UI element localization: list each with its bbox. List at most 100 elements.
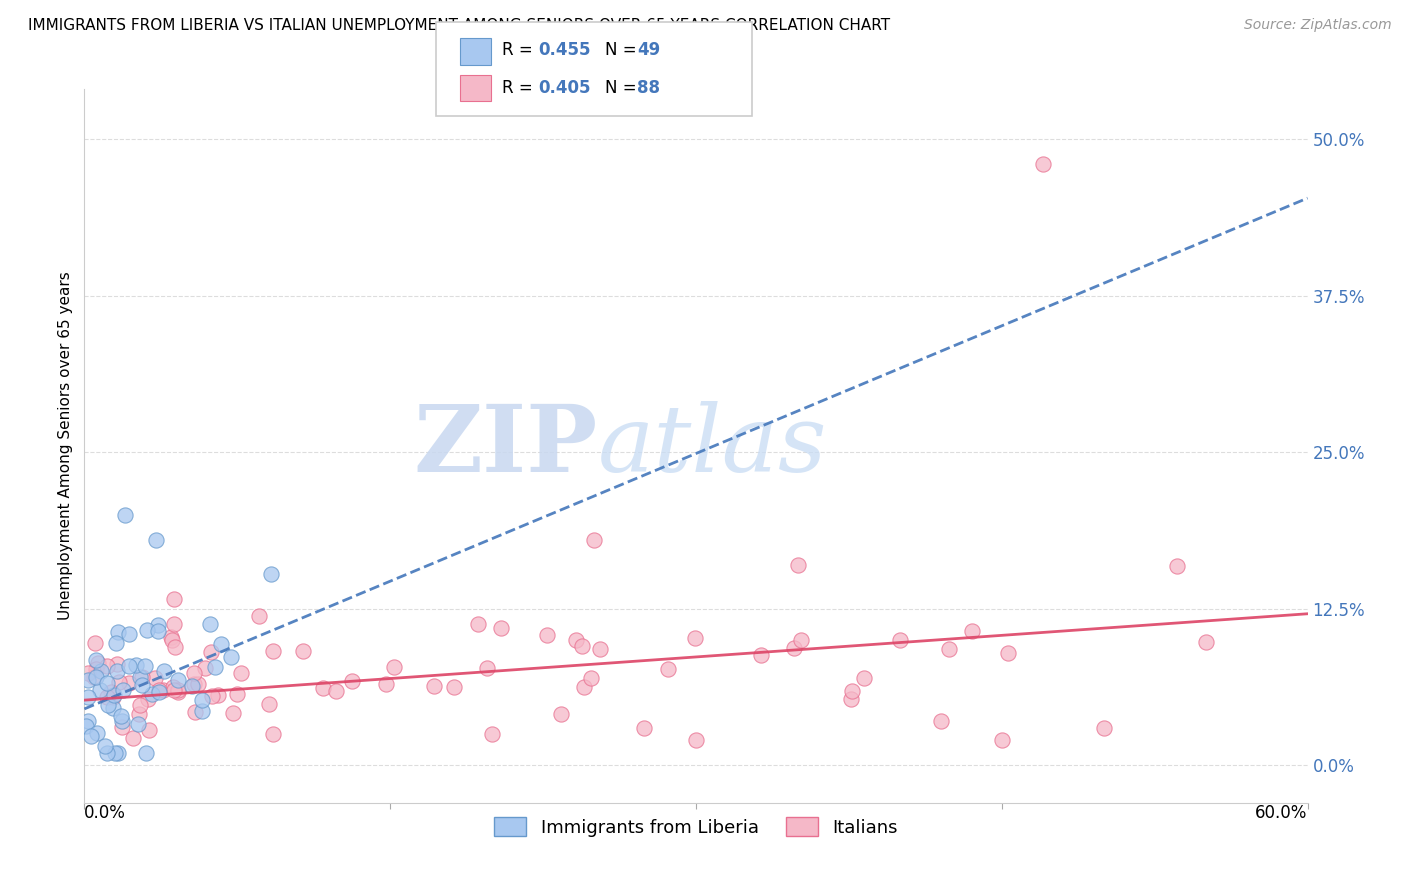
Point [342, 674, 364, 689]
Point [114, 508, 136, 522]
Point [148, 624, 170, 638]
Text: IMMIGRANTS FROM LIBERIA VS ITALIAN UNEMPLOYMENT AMONG SENIORS OVER 65 YEARS CORR: IMMIGRANTS FROM LIBERIA VS ITALIAN UNEMP… [28, 18, 890, 33]
Point [292, 644, 315, 658]
Point [312, 681, 335, 696]
Point [100, 684, 122, 698]
Point [853, 671, 876, 685]
Point [467, 617, 489, 632]
Point [84, 635, 107, 649]
Point [481, 727, 503, 741]
Point [374, 677, 396, 691]
Point [77, 665, 100, 680]
Point [489, 621, 512, 635]
Point [105, 664, 128, 678]
Point [127, 717, 149, 731]
Point [105, 657, 128, 671]
Text: N =: N = [605, 42, 641, 60]
Point [190, 693, 212, 707]
Point [118, 659, 141, 673]
Point [76, 690, 98, 704]
Point [180, 679, 202, 693]
Point [588, 641, 610, 656]
Point [1092, 721, 1115, 735]
Text: R =: R = [502, 42, 538, 60]
Point [75, 719, 97, 733]
Point [685, 733, 707, 747]
Point [475, 661, 498, 675]
Point [96, 746, 118, 760]
Point [110, 709, 132, 723]
Point [160, 633, 183, 648]
Point [204, 660, 226, 674]
Point [657, 661, 679, 675]
Point [97, 698, 120, 712]
Point [103, 689, 125, 703]
Point [111, 720, 134, 734]
Point [129, 698, 152, 713]
Point [77, 714, 100, 729]
Point [183, 677, 205, 691]
Point [960, 624, 983, 639]
Text: 0.0%: 0.0% [84, 804, 127, 822]
Point [536, 628, 558, 642]
Point [90, 665, 112, 679]
Text: 60.0%: 60.0% [1256, 804, 1308, 822]
Point [131, 670, 153, 684]
Point [222, 706, 245, 720]
Point [633, 721, 655, 735]
Point [226, 687, 249, 701]
Point [118, 627, 141, 641]
Point [103, 688, 125, 702]
Point [112, 682, 135, 697]
Point [138, 723, 160, 738]
Point [118, 676, 141, 690]
Point [183, 665, 205, 680]
Point [124, 657, 146, 672]
Point [96, 659, 118, 673]
Point [84, 653, 107, 667]
Point [166, 673, 188, 687]
Point [105, 636, 128, 650]
Point [131, 678, 153, 692]
Point [148, 685, 170, 699]
Point [201, 689, 224, 703]
Point [141, 687, 163, 701]
Text: N =: N = [605, 78, 641, 96]
Text: 0.455: 0.455 [538, 42, 591, 60]
Point [683, 631, 706, 645]
Point [128, 706, 150, 721]
Point [207, 689, 229, 703]
Text: R =: R = [502, 78, 538, 96]
Point [262, 644, 284, 658]
Point [136, 692, 159, 706]
Point [152, 683, 174, 698]
Point [83, 670, 105, 684]
Text: Source: ZipAtlas.com: Source: ZipAtlas.com [1244, 18, 1392, 32]
Point [997, 646, 1019, 660]
Point [938, 641, 960, 656]
Point [101, 701, 124, 715]
Point [841, 683, 863, 698]
Point [108, 674, 131, 689]
Point [194, 661, 217, 675]
Legend: Immigrants from Liberia, Italians: Immigrants from Liberia, Italians [486, 810, 905, 844]
Point [579, 671, 602, 685]
Point [80, 729, 103, 743]
Text: atlas: atlas [598, 401, 828, 491]
Y-axis label: Unemployment Among Seniors over 65 years: Unemployment Among Seniors over 65 years [58, 272, 73, 620]
Point [571, 639, 593, 653]
Point [209, 637, 232, 651]
Point [787, 558, 810, 572]
Point [84, 662, 107, 676]
Text: 88: 88 [637, 78, 659, 96]
Point [841, 691, 863, 706]
Point [167, 685, 190, 699]
Point [574, 680, 596, 694]
Point [167, 682, 190, 697]
Point [790, 632, 813, 647]
Point [93, 739, 115, 754]
Point [121, 731, 143, 746]
Point [783, 641, 806, 656]
Point [96, 690, 118, 704]
Point [87, 657, 110, 671]
